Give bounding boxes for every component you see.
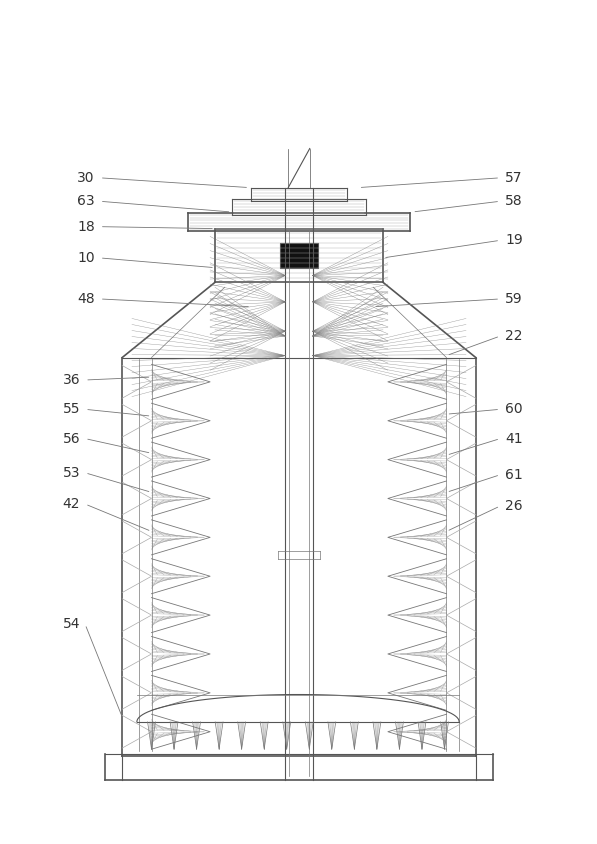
Text: 61: 61 [505,468,523,482]
Text: 42: 42 [63,497,80,511]
Text: 57: 57 [505,170,522,185]
Text: 41: 41 [505,431,523,446]
Text: 36: 36 [63,373,80,387]
Text: 26: 26 [505,499,523,513]
Text: 54: 54 [63,617,80,631]
Text: 18: 18 [77,219,95,234]
Text: 63: 63 [77,194,95,208]
Text: 22: 22 [505,329,522,343]
Text: 55: 55 [63,403,80,416]
Text: 58: 58 [505,194,523,208]
Text: 10: 10 [77,251,95,265]
Text: 19: 19 [505,233,523,247]
Text: 60: 60 [505,403,523,416]
Text: 56: 56 [63,431,80,446]
Text: 30: 30 [78,170,95,185]
Text: 53: 53 [63,466,80,479]
Bar [281,243,318,268]
Text: 59: 59 [505,292,523,306]
Text: 48: 48 [77,292,95,306]
